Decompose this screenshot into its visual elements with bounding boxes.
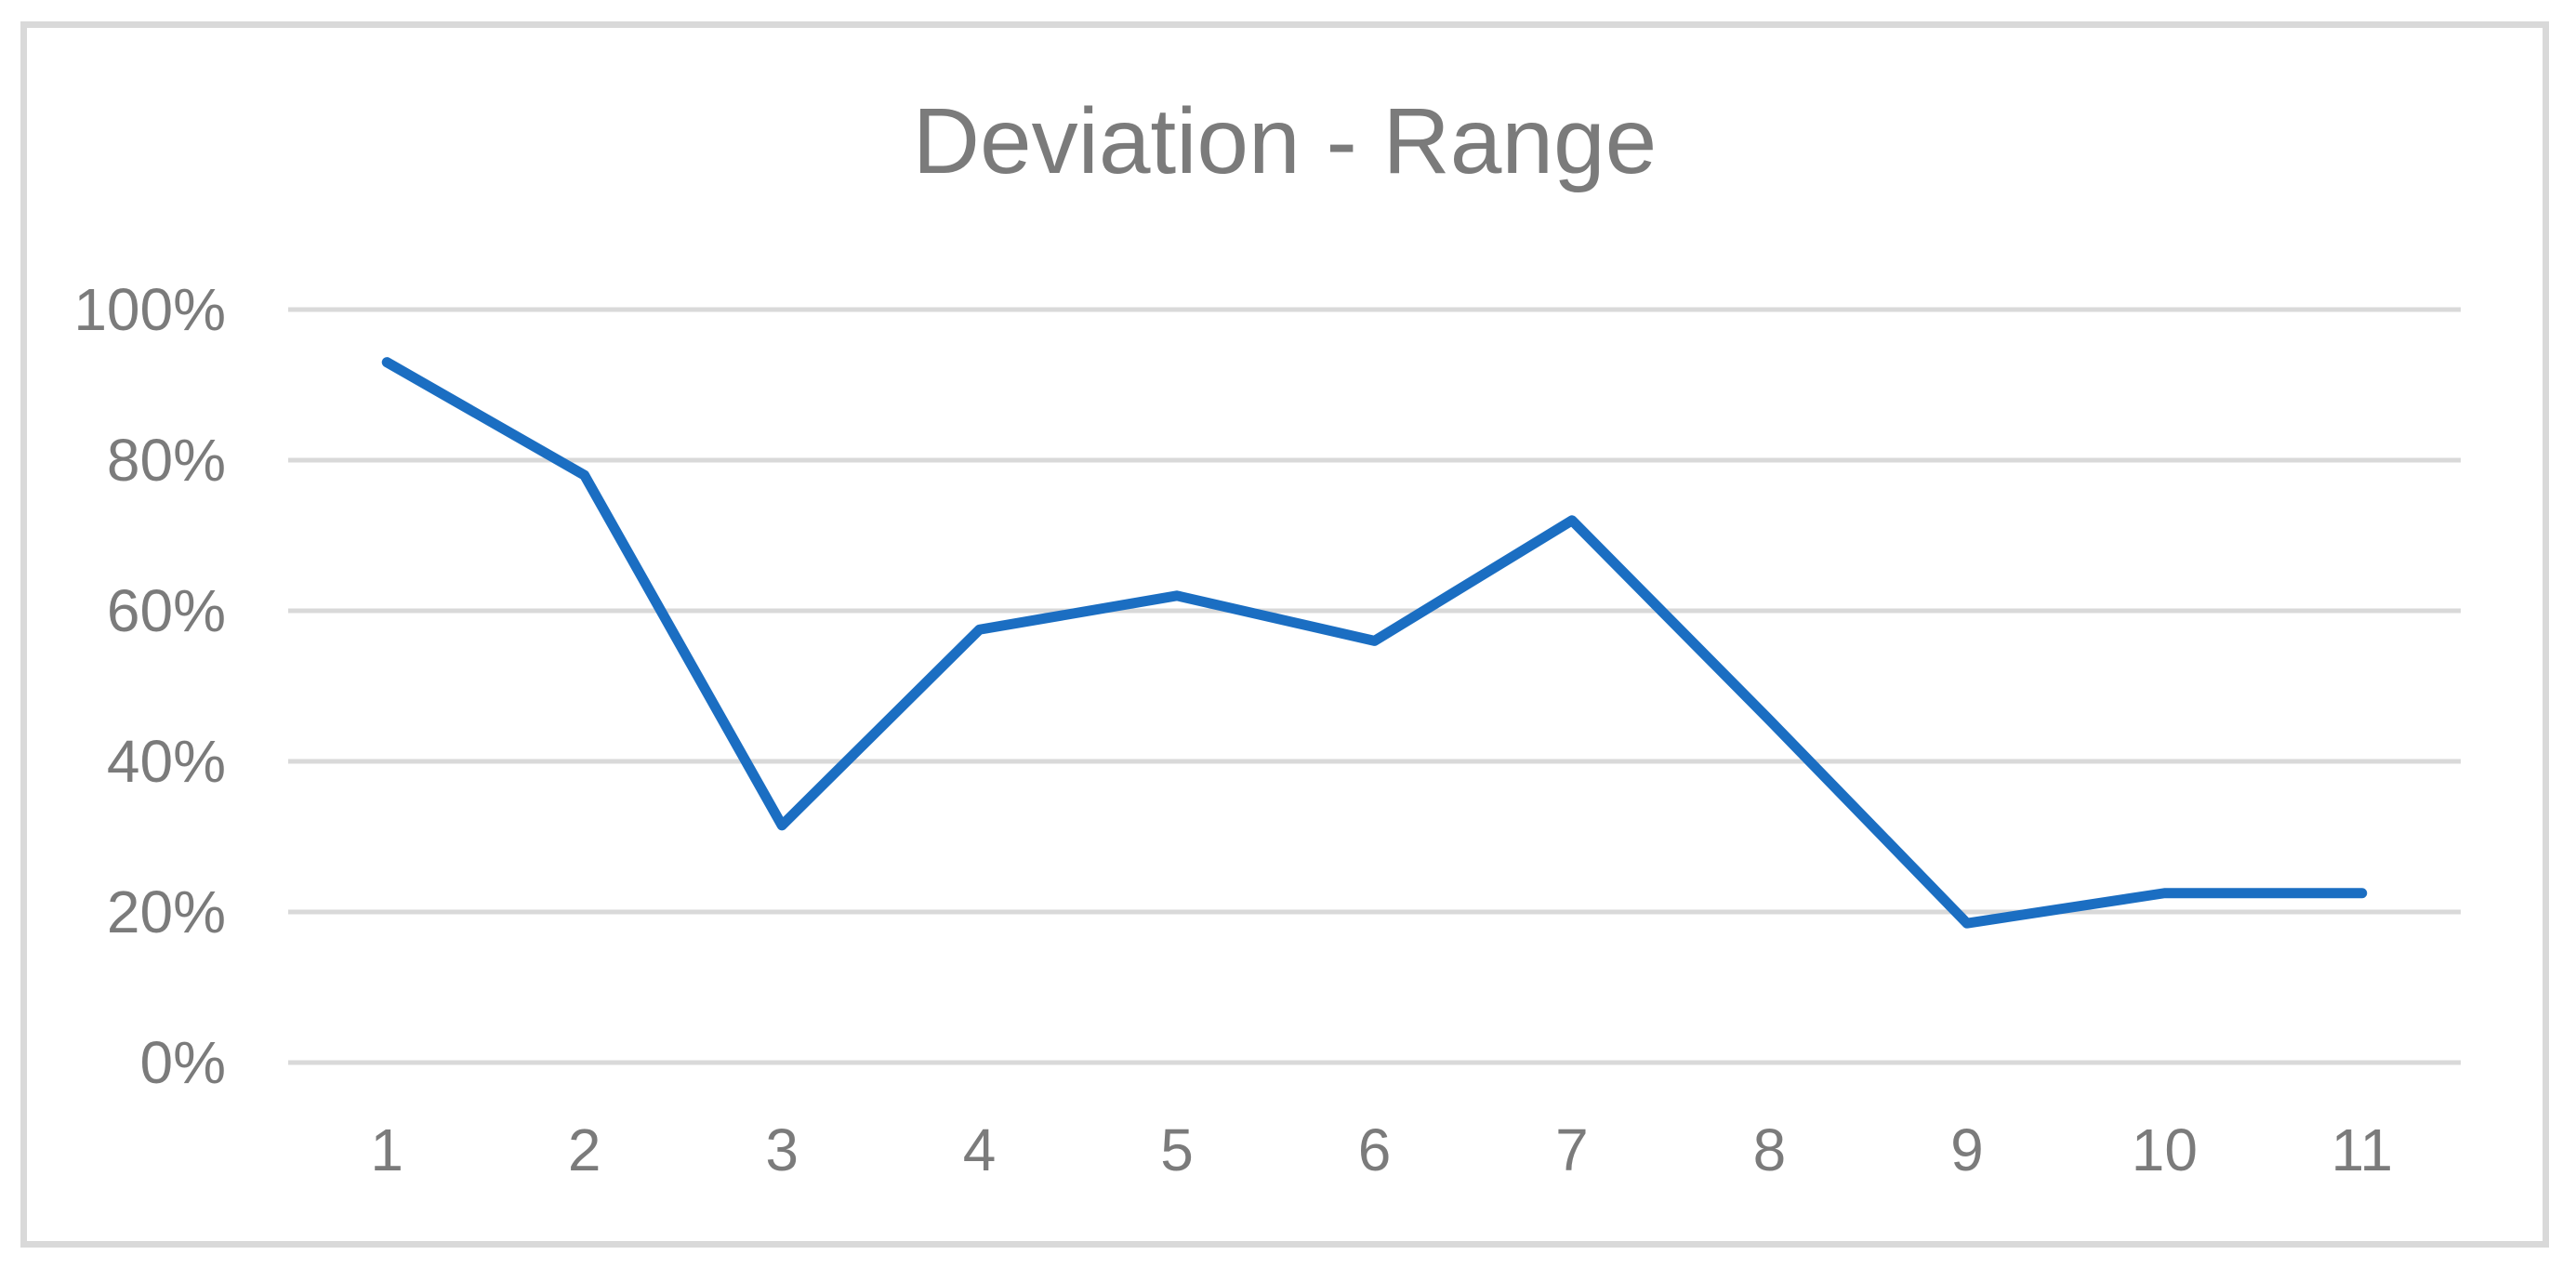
y-axis-tick-label: 40% <box>106 728 226 795</box>
y-axis-tick-label: 20% <box>106 878 226 945</box>
x-axis-tick-label: 9 <box>1950 1116 1984 1183</box>
chart-outer-frame <box>20 21 2549 1248</box>
x-axis-tick-label: 7 <box>1555 1116 1589 1183</box>
y-axis-tick-label: 0% <box>139 1029 227 1096</box>
x-axis-tick-label: 2 <box>567 1116 601 1183</box>
y-axis-tick-label: 100% <box>73 276 226 343</box>
x-axis-tick-label: 5 <box>1160 1116 1194 1183</box>
x-axis-tick-label: 1 <box>370 1116 404 1183</box>
gridlines <box>288 307 2461 1065</box>
x-axis-tick-label: 6 <box>1357 1116 1392 1183</box>
y-axis-tick-label: 60% <box>106 577 226 644</box>
x-axis-tick-label: 3 <box>765 1116 799 1183</box>
y-axis-tick-label: 80% <box>106 427 226 494</box>
deviation-range-line-series <box>381 357 2368 929</box>
x-axis-tick-label: 10 <box>2131 1116 2198 1183</box>
x-axis-tick-label: 11 <box>2331 1116 2393 1183</box>
x-axis-tick-label: 4 <box>962 1116 997 1183</box>
x-axis-tick-label: 8 <box>1752 1116 1787 1183</box>
chart-title: Deviation - Range <box>912 89 1658 193</box>
